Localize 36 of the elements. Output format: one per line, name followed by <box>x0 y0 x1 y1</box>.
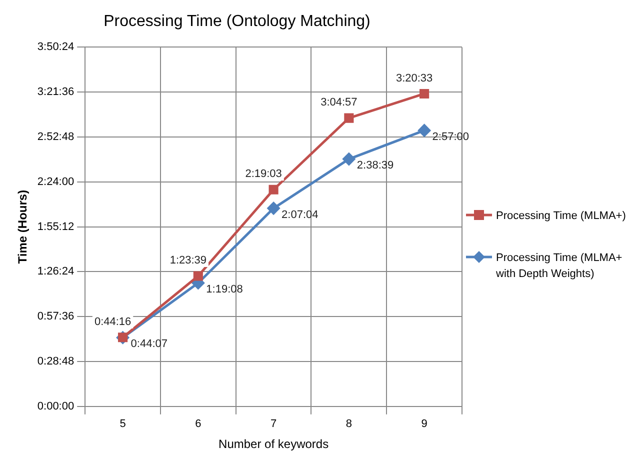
legend-label: Processing Time (MLMA+ with Depth Weights) <box>496 251 624 282</box>
data-label: 2:07:04 <box>282 208 318 221</box>
data-label: 0:44:16 <box>94 316 132 328</box>
x-tick-label: 5 <box>120 418 126 430</box>
y-tick-label: 2:24:00 <box>37 176 74 188</box>
point <box>420 88 430 99</box>
point <box>268 184 278 194</box>
chart-title: Processing Time (Ontology Matching) <box>104 13 370 30</box>
data-label: 3:20:33 <box>396 72 433 84</box>
point <box>193 271 203 281</box>
data-label: 0:44:07 <box>130 338 168 350</box>
y-tick-label: 0:00:00 <box>37 400 74 412</box>
x-tick-label: 9 <box>421 418 428 430</box>
y-tick-label: 0:57:36 <box>37 310 74 323</box>
x-axis-title: Number of keywords <box>218 437 329 452</box>
point <box>267 202 280 215</box>
point <box>418 124 431 137</box>
y-tick-label: 0:28:48 <box>37 356 74 368</box>
point <box>344 113 354 123</box>
x-tick-label: 6 <box>195 418 202 430</box>
legend-label: Processing Time (MLMA+) <box>496 209 626 224</box>
data-label: 3:04:57 <box>320 96 358 109</box>
data-label: 1:23:39 <box>170 254 207 267</box>
y-tick-label: 1:26:24 <box>37 266 74 278</box>
data-label: 1:19:08 <box>206 284 243 296</box>
x-tick-label: 8 <box>346 418 352 430</box>
data-label: 2:38:39 <box>356 160 394 172</box>
y-axis-title: Time (Hours) <box>16 190 30 264</box>
data-label: 2:19:03 <box>245 168 282 180</box>
y-tick-label: 1:55:12 <box>37 220 74 233</box>
y-tick-label: 3:50:24 <box>37 41 74 54</box>
y-tick-label: 2:52:48 <box>37 131 74 144</box>
x-tick-label: 7 <box>270 418 277 430</box>
y-tick-label: 3:21:36 <box>37 86 74 98</box>
point <box>342 152 356 166</box>
data-label: 2:57:00 <box>432 130 470 143</box>
